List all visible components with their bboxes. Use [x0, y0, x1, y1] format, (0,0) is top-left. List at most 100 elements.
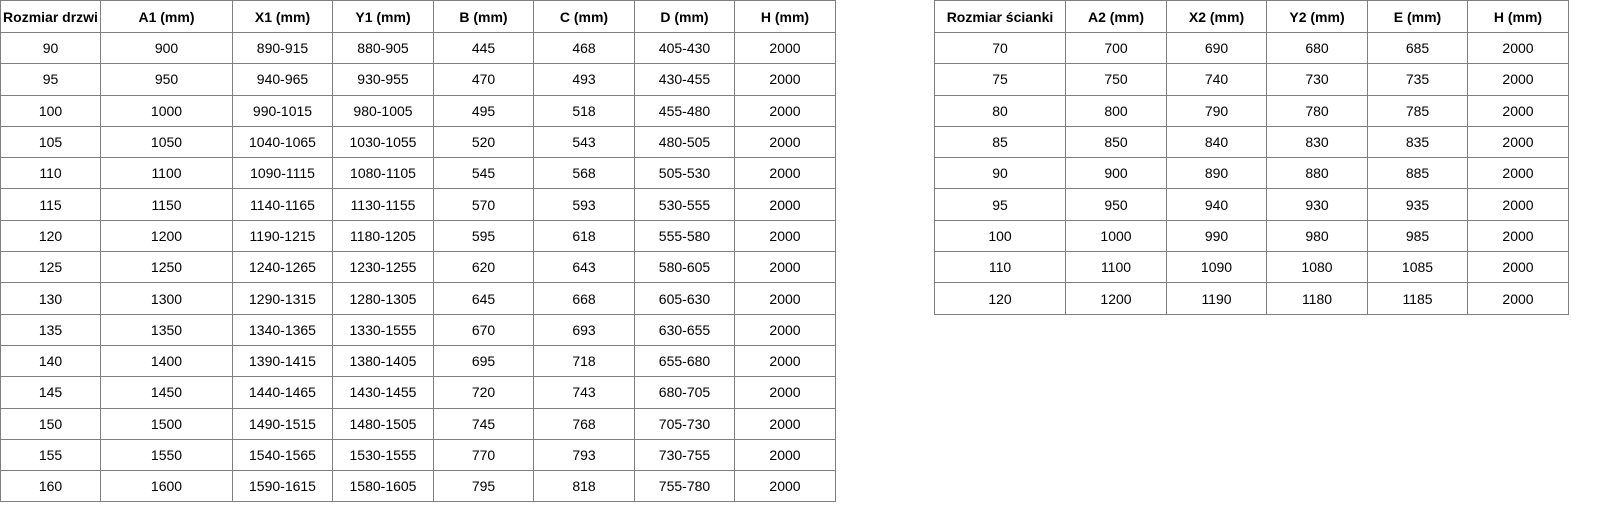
table-cell: 700 — [1065, 31, 1167, 65]
table-cell: 935 — [1367, 188, 1468, 221]
table-cell: 90 — [0, 31, 101, 65]
table-cell: 768 — [533, 407, 635, 440]
table-cell: 835 — [1367, 125, 1468, 159]
table-cell: 1100 — [100, 157, 233, 190]
column-header: X2 (mm) — [1166, 0, 1267, 33]
table-cell: 110 — [0, 157, 101, 190]
table-cell: 2000 — [1467, 157, 1569, 190]
door-dimensions-table: Rozmiar drzwi A1 (mm) X1 (mm) Y1 (mm) B (mm)… — [0, 0, 836, 503]
table-cell: 930 — [1266, 188, 1368, 221]
table-cell: 405-430 — [634, 31, 735, 65]
table-cell: 95 — [934, 188, 1066, 221]
table-cell: 1080 — [1266, 251, 1368, 284]
table-cell: 1500 — [100, 407, 233, 440]
table-cell: 690 — [1166, 31, 1267, 65]
table-cell: 655-680 — [634, 344, 735, 378]
table-cell: 2000 — [734, 157, 836, 190]
column-header: Y2 (mm) — [1266, 0, 1368, 33]
table-cell: 115 — [0, 188, 101, 221]
table-cell: 830 — [1266, 125, 1368, 159]
table-cell: 705-730 — [634, 407, 735, 440]
table-cell: 1430-1455 — [332, 376, 434, 409]
table-cell: 455-480 — [634, 94, 735, 127]
table-cell: 120 — [934, 282, 1066, 315]
table-row: 95 950 940 930 935 2000 — [934, 188, 1569, 221]
table-row: 70 700 690 680 685 2000 — [934, 31, 1569, 65]
column-header: D (mm) — [634, 0, 735, 33]
table-cell: 818 — [533, 470, 635, 503]
table-cell: 793 — [533, 438, 635, 472]
table-cell: 1200 — [100, 219, 233, 253]
table-cell: 518 — [533, 94, 635, 127]
table-row: 155 1550 1540-1565 1530-1555 770 793 730-755 20… — [0, 438, 836, 472]
table-cell: 595 — [433, 219, 534, 253]
table-cell: 1090-1115 — [232, 157, 333, 190]
table-cell: 2000 — [734, 188, 836, 221]
table-row: 120 1200 1190 1180 1185 2000 — [934, 282, 1569, 315]
table-cell: 1090 — [1166, 251, 1267, 284]
column-header: E (mm) — [1367, 0, 1468, 33]
table-cell: 2000 — [1467, 31, 1569, 65]
table-row: 110 1100 1090-1115 1080-1105 545 568 505-530 20… — [0, 157, 836, 190]
table-cell: 950 — [1065, 188, 1167, 221]
table-cell: 1250 — [100, 251, 233, 284]
table-cell: 1480-1505 — [332, 407, 434, 440]
wall-panel-dimensions-table: Rozmiar ścianki A2 (mm) X2 (mm) Y2 (mm) E (m… — [934, 0, 1569, 315]
table-cell: 530-555 — [634, 188, 735, 221]
table-row: 120 1200 1190-1215 1180-1205 595 618 555-580 20… — [0, 219, 836, 253]
table-cell: 940-965 — [232, 63, 333, 96]
table-cell: 1590-1615 — [232, 470, 333, 503]
table-cell: 593 — [533, 188, 635, 221]
table-cell: 85 — [934, 125, 1066, 159]
table-cell: 1130-1155 — [332, 188, 434, 221]
table-cell: 770 — [433, 438, 534, 472]
table-cell: 2000 — [734, 438, 836, 472]
table-cell: 980 — [1266, 219, 1368, 253]
table-cell: 468 — [533, 31, 635, 65]
table-cell: 2000 — [734, 344, 836, 378]
table-cell: 1390-1415 — [232, 344, 333, 378]
table-cell: 1140-1165 — [232, 188, 333, 221]
table-cell: 890 — [1166, 157, 1267, 190]
table-row: 75 750 740 730 735 2000 — [934, 63, 1569, 96]
table-cell: 495 — [433, 94, 534, 127]
table-cell: 520 — [433, 125, 534, 159]
table-cell: 1350 — [100, 313, 233, 346]
table-cell: 100 — [0, 94, 101, 127]
table-cell: 718 — [533, 344, 635, 378]
table-cell: 150 — [0, 407, 101, 440]
table-cell: 755-780 — [634, 470, 735, 503]
table-cell: 2000 — [734, 63, 836, 96]
table-cell: 685 — [1367, 31, 1468, 65]
table-cell: 695 — [433, 344, 534, 378]
table-cell: 740 — [1166, 63, 1267, 96]
table-cell: 80 — [934, 94, 1066, 127]
column-header: Rozmiar ścianki — [934, 0, 1066, 33]
table-cell: 75 — [934, 63, 1066, 96]
table-cell: 570 — [433, 188, 534, 221]
table-cell: 940 — [1166, 188, 1267, 221]
table-cell: 1190-1215 — [232, 219, 333, 253]
table-cell: 445 — [433, 31, 534, 65]
table-cell: 95 — [0, 63, 101, 96]
table-header-row: Rozmiar ścianki A2 (mm) X2 (mm) Y2 (mm) E (m… — [934, 0, 1569, 33]
table-cell: 155 — [0, 438, 101, 472]
table-cell: 110 — [934, 251, 1066, 284]
table-cell: 2000 — [734, 282, 836, 315]
table-row: 140 1400 1390-1415 1380-1405 695 718 655-680 20… — [0, 344, 836, 378]
table-cell: 2000 — [1467, 94, 1569, 127]
table-cell: 1080-1105 — [332, 157, 434, 190]
table-cell: 643 — [533, 251, 635, 284]
table-cell: 990 — [1166, 219, 1267, 253]
table-cell: 2000 — [1467, 251, 1569, 284]
table-cell: 1280-1305 — [332, 282, 434, 315]
table-cell: 1340-1365 — [232, 313, 333, 346]
table-cell: 620 — [433, 251, 534, 284]
table-cell: 880-905 — [332, 31, 434, 65]
table-cell: 1240-1265 — [232, 251, 333, 284]
table-header-row: Rozmiar drzwi A1 (mm) X1 (mm) Y1 (mm) B (mm)… — [0, 0, 836, 33]
table-row: 100 1000 990 980 985 2000 — [934, 219, 1569, 253]
table-cell: 2000 — [734, 31, 836, 65]
table-cell: 680-705 — [634, 376, 735, 409]
table-cell: 930-955 — [332, 63, 434, 96]
